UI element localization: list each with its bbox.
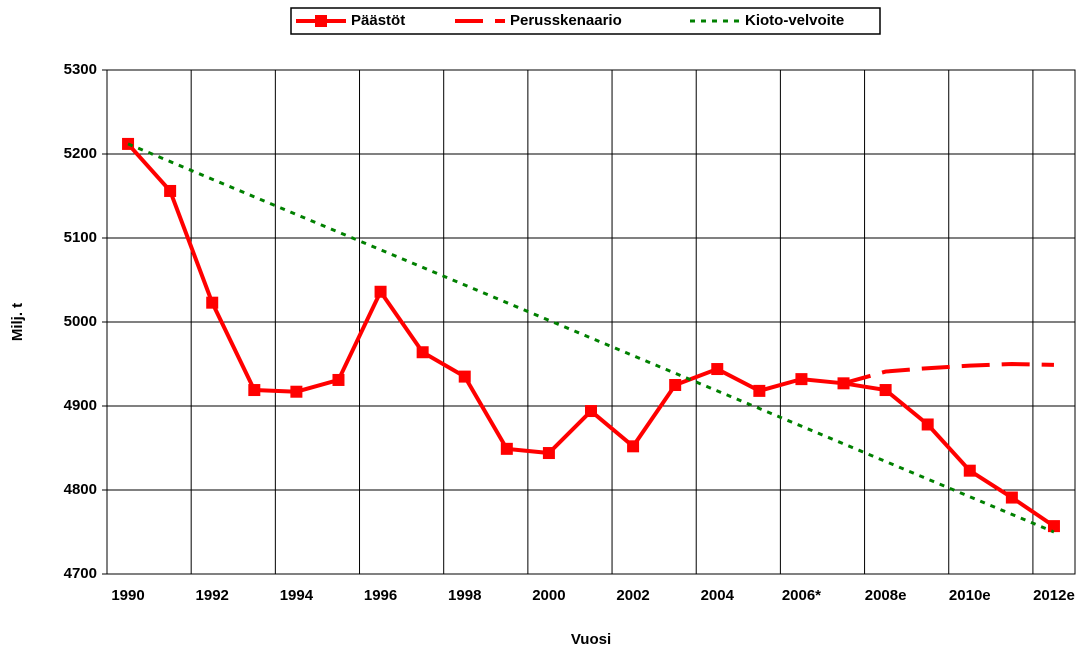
x-tick-label: 2000 (532, 587, 565, 604)
marker (248, 384, 261, 397)
x-tick-label: 1998 (448, 587, 481, 604)
x-tick-label: 1994 (280, 587, 314, 604)
x-tick-label: 2012e (1033, 587, 1075, 604)
marker (416, 346, 429, 359)
marker (1047, 520, 1060, 533)
x-axis-title: Vuosi (571, 631, 611, 648)
marker (164, 184, 177, 197)
legend-label: Päästöt (351, 12, 405, 29)
y-tick-label: 4700 (64, 565, 97, 582)
marker (1005, 491, 1018, 504)
legend-label: Perusskenaario (510, 12, 622, 29)
marker (458, 370, 471, 383)
x-tick-label: 1996 (364, 587, 397, 604)
x-tick-label: 2006* (782, 587, 821, 604)
series-line (842, 361, 1054, 386)
marker (711, 363, 724, 376)
marker (374, 285, 387, 298)
marker (332, 373, 345, 386)
y-tick-label: 5200 (64, 145, 97, 162)
marker (585, 405, 597, 418)
marker (879, 384, 892, 397)
marker (669, 379, 682, 391)
x-tick-label: 1990 (111, 587, 144, 604)
x-tick-label: 2002 (616, 587, 649, 604)
y-tick-label: 4900 (64, 397, 97, 414)
marker (795, 373, 808, 386)
legend-box (290, 7, 881, 35)
y-tick-label: 5300 (64, 61, 97, 78)
marker (290, 385, 303, 398)
marker (963, 464, 976, 477)
marker (753, 384, 766, 397)
marker (921, 418, 934, 431)
series-line (127, 142, 1055, 534)
x-tick-label: 1992 (196, 587, 229, 604)
x-tick-label: 2010e (949, 587, 991, 604)
marker (627, 440, 640, 453)
legend-label: Kioto-velvoite (745, 12, 844, 29)
y-tick-label: 5000 (64, 313, 97, 330)
marker (542, 447, 555, 460)
y-tick-label: 5100 (64, 229, 97, 246)
x-tick-label: 2004 (701, 587, 735, 604)
y-axis-title: Milj. t (9, 303, 26, 341)
marker (500, 442, 513, 455)
marker (206, 296, 219, 309)
y-tick-label: 4800 (64, 481, 97, 498)
x-tick-label: 2008e (865, 587, 907, 604)
legend-marker (315, 15, 327, 27)
